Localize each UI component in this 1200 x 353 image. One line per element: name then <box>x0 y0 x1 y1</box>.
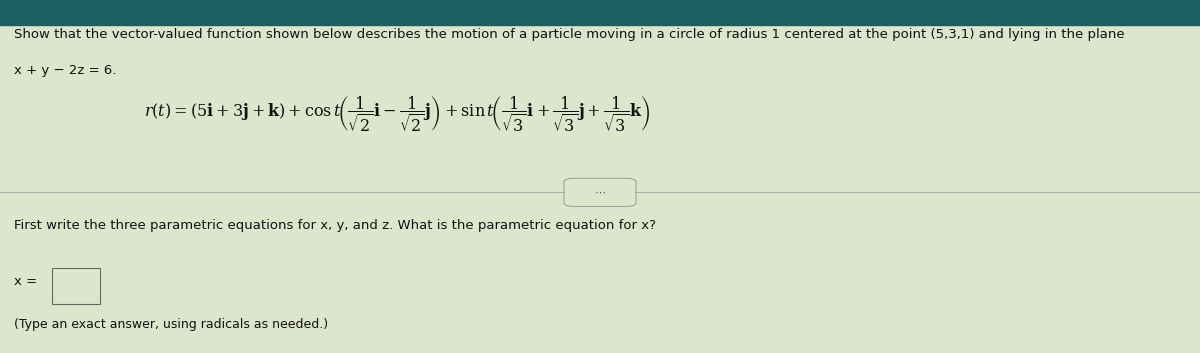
Text: x + y − 2z = 6.: x + y − 2z = 6. <box>14 64 116 77</box>
Text: (Type an exact answer, using radicals as needed.): (Type an exact answer, using radicals as… <box>14 318 329 331</box>
FancyBboxPatch shape <box>52 268 100 304</box>
Text: First write the three parametric equations for x, y, and z. What is the parametr: First write the three parametric equatio… <box>14 219 656 232</box>
Text: $r(t) = (5\mathbf{i} + 3\mathbf{j} + \mathbf{k}) + \cos t\!\left(\dfrac{1}{\sqrt: $r(t) = (5\mathbf{i} + 3\mathbf{j} + \ma… <box>144 95 650 135</box>
Bar <box>0 0 1200 25</box>
Text: x =: x = <box>14 275 37 288</box>
FancyBboxPatch shape <box>564 178 636 207</box>
Text: ⋯: ⋯ <box>594 187 606 197</box>
Text: Show that the vector-valued function shown below describes the motion of a parti: Show that the vector-valued function sho… <box>14 28 1126 41</box>
